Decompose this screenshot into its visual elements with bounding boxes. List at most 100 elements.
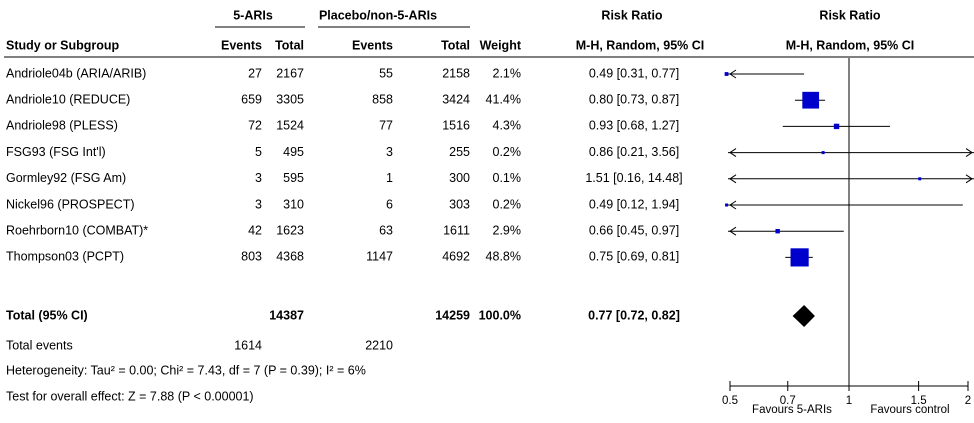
x-tick-label: 0.7 (780, 395, 796, 407)
column-header: Weight (480, 38, 522, 52)
cell: 0.66 [0.45, 0.97] (589, 223, 679, 237)
cell: 3 (255, 197, 262, 211)
cell: 858 (372, 92, 393, 106)
column-header: Events (352, 38, 393, 52)
study-label: Andriole98 (PLESS) (6, 119, 118, 133)
cell: 72 (248, 119, 262, 133)
ci-arrow (729, 148, 737, 158)
cell: 1516 (442, 119, 470, 133)
plot-area (728, 73, 974, 258)
x-tick-label: 2 (965, 395, 971, 407)
study-square (775, 228, 780, 234)
cell: 4692 (442, 250, 470, 264)
column-header: M-H, Random, 95% CI (576, 38, 705, 52)
ci-arrow (729, 200, 737, 210)
cell: 803 (241, 250, 262, 264)
total-diamond (792, 305, 815, 327)
group-header: Risk Ratio (819, 8, 880, 22)
favours-right: Favours control (870, 404, 949, 416)
cell: 5 (255, 145, 262, 159)
cell: 2.9% (493, 223, 522, 237)
total-label: Total (95% CI) (6, 308, 88, 322)
study-label: FSG93 (FSG Int'l) (6, 145, 106, 159)
cell: 41.4% (486, 92, 521, 106)
cell: 63 (379, 223, 393, 237)
cell: 3 (386, 145, 393, 159)
cell: 495 (283, 145, 304, 159)
column-header: Events (221, 38, 262, 52)
study-square (802, 91, 820, 109)
study-square (725, 203, 729, 207)
events-cell: 1614 (234, 338, 262, 352)
cell: 0.49 [0.31, 0.77] (589, 66, 679, 80)
column-header: Total (275, 38, 304, 52)
cell: 48.8% (486, 250, 521, 264)
column-header: Total (441, 38, 470, 52)
cell: 1147 (366, 250, 393, 264)
study-square (821, 151, 825, 155)
ci-arrow (729, 226, 737, 236)
study-label: Andriole04b (ARIA/ARIB) (6, 66, 146, 80)
group-header: 5-ARIs (233, 8, 273, 22)
cell: 0.2% (493, 145, 522, 159)
cell: 0.80 [0.73, 0.87] (589, 92, 679, 106)
ci-arrow (965, 174, 973, 184)
cell: 2.1% (493, 66, 522, 80)
study-label: Andriole10 (REDUCE) (6, 92, 130, 106)
total-cell: 0.77 [0.72, 0.82] (588, 308, 680, 322)
cell: 27 (248, 66, 262, 80)
cell: 55 (379, 66, 393, 80)
ci-arrow (729, 69, 737, 79)
study-square (790, 248, 809, 267)
study-label: Nickel96 (PROSPECT) (6, 197, 135, 211)
x-tick-label: 0.5 (722, 395, 738, 407)
total-cell: 14259 (435, 308, 470, 322)
total-cell: 100.0% (479, 308, 521, 322)
study-square (833, 123, 840, 130)
study-label: Gormley92 (FSG Am) (6, 171, 126, 185)
cell: 659 (241, 92, 262, 106)
cell: 0.75 [0.69, 0.81] (589, 250, 679, 264)
cell: 255 (449, 145, 470, 159)
study-label: Roehrborn10 (COMBAT)* (6, 223, 148, 237)
cell: 1611 (443, 223, 470, 237)
total-cell: 14387 (269, 308, 304, 322)
events-label: Total events (6, 338, 73, 352)
cell: 4.3% (493, 119, 522, 133)
group-header: Risk Ratio (601, 8, 662, 22)
cell: 1 (386, 171, 393, 185)
cell: 3 (255, 171, 262, 185)
study-label: Thompson03 (PCPT) (6, 250, 124, 264)
cell: 2167 (276, 66, 304, 80)
cell: 1623 (276, 223, 304, 237)
study-square (724, 72, 729, 76)
column-header: Study or Subgroup (6, 38, 120, 52)
cell: 310 (283, 197, 304, 211)
column-header: M-H, Random, 95% CI (786, 38, 915, 52)
group-header: Placebo/non-5-ARIs (319, 8, 437, 22)
x-tick-label: 1.5 (911, 395, 927, 407)
favours-left: Favours 5-ARIs (752, 404, 832, 416)
heterogeneity: Heterogeneity: Tau² = 0.00; Chi² = 7.43,… (6, 363, 366, 377)
ci-arrow (965, 148, 973, 158)
cell: 6 (386, 197, 393, 211)
x-tick-label: 1 (846, 395, 852, 407)
study-square (918, 177, 922, 181)
ci-arrow (729, 174, 737, 184)
cell: 3424 (442, 92, 470, 106)
events-cell: 2210 (365, 338, 393, 352)
cell: 3305 (276, 92, 304, 106)
cell: 0.1% (493, 171, 522, 185)
overall-effect: Test for overall effect: Z = 7.88 (P < 0… (6, 389, 254, 403)
cell: 0.86 [0.21, 3.56] (589, 145, 679, 159)
cell: 42 (248, 223, 262, 237)
cell: 303 (449, 197, 470, 211)
cell: 1524 (276, 119, 304, 133)
cell: 1.51 [0.16, 14.48] (585, 171, 682, 185)
cell: 4368 (276, 250, 304, 264)
cell: 0.93 [0.68, 1.27] (589, 119, 679, 133)
cell: 0.49 [0.12, 1.94] (589, 197, 679, 211)
cell: 77 (379, 119, 393, 133)
cell: 300 (449, 171, 470, 185)
